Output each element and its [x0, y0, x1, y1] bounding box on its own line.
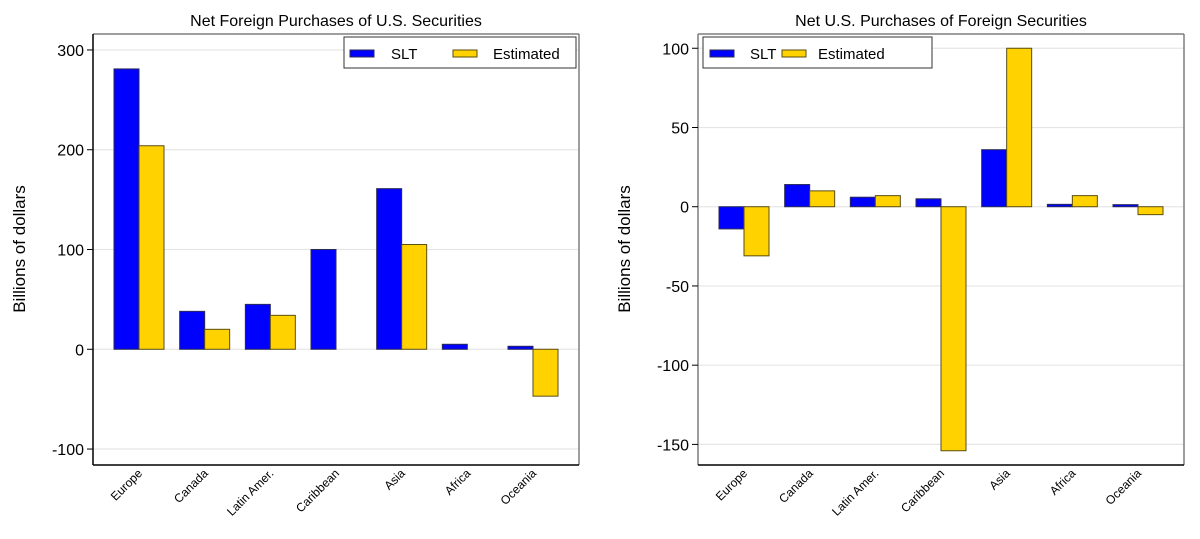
x-tick-label: Europe	[713, 466, 750, 503]
x-tick-label: Oceania	[498, 466, 540, 508]
x-tick-label: Canada	[171, 466, 211, 506]
chart-net-us-purchases: Net U.S. Purchases of Foreign Securities…	[615, 13, 1185, 519]
bar-estimated-europe	[743, 206, 770, 257]
x-tick-label: Caribbean	[898, 466, 947, 515]
bar-slt-caribbean	[310, 249, 337, 350]
bar-slt-oceania	[507, 345, 534, 350]
bar-estimated-latin-amer	[269, 314, 296, 350]
legend-box	[702, 36, 933, 69]
chart-net-foreign-purchases: Net Foreign Purchases of U.S. Securities…	[10, 13, 580, 519]
y-axis-title: Billions of dollars	[10, 185, 29, 313]
bar-slt-caribbean	[915, 198, 942, 208]
bar-slt-europe	[113, 68, 140, 350]
bar-slt-asia	[376, 188, 403, 350]
bar-slt-africa	[441, 343, 468, 350]
legend-label-estimated: Estimated	[493, 46, 560, 63]
legend-label-slt: SLT	[750, 46, 776, 63]
legend: SLT Estimated	[702, 36, 933, 69]
bars	[718, 47, 1164, 452]
legend: SLT Estimated	[343, 36, 577, 69]
y-tick-label: 300	[57, 43, 84, 60]
legend-swatch-estimated	[781, 49, 807, 58]
chart-title: Net U.S. Purchases of Foreign Securities	[795, 13, 1087, 30]
x-tick-label: Europe	[108, 466, 145, 503]
bar-estimated-oceania	[532, 348, 559, 397]
bar-estimated-asia	[1006, 47, 1033, 208]
x-tick-label: Latin Amer.	[829, 466, 881, 518]
bar-estimated-latin-amer	[874, 195, 901, 208]
bar-estimated-oceania	[1137, 206, 1164, 216]
bar-estimated-africa	[1071, 195, 1098, 208]
y-tick-label: -100	[657, 358, 689, 375]
bar-slt-oceania	[1112, 204, 1139, 208]
x-tick-label: Oceania	[1103, 466, 1145, 508]
bar-estimated-asia	[401, 244, 428, 350]
bars	[113, 68, 559, 397]
x-axis-ticks: Europe Canada Latin Amer. Caribbean Asia Afri…	[713, 466, 1144, 519]
bar-slt-canada	[179, 310, 206, 350]
bar-slt-asia	[981, 149, 1008, 208]
x-tick-label: Africa	[442, 466, 474, 498]
y-tick-label: 200	[57, 143, 84, 160]
bar-estimated-canada	[809, 190, 836, 208]
x-tick-label: Asia	[986, 466, 1013, 493]
x-tick-label: Canada	[776, 466, 816, 506]
x-axis-ticks: Europe Canada Latin Amer. Caribbean Asia Afri…	[108, 466, 539, 519]
bar-slt-latin-amer	[849, 196, 876, 208]
bar-slt-europe	[718, 206, 745, 230]
x-tick-label: Africa	[1047, 466, 1079, 498]
legend-swatch-estimated	[452, 49, 478, 58]
y-tick-label: 0	[680, 200, 689, 217]
y-tick-label: 0	[75, 342, 84, 359]
bar-estimated-canada	[204, 328, 231, 350]
y-tick-label: 100	[57, 243, 84, 260]
x-tick-label: Latin Amer.	[224, 466, 276, 518]
plot-frame	[92, 33, 580, 466]
y-tick-label: 50	[671, 120, 689, 137]
chart-title: Net Foreign Purchases of U.S. Securities	[190, 13, 482, 30]
bar-estimated-caribbean	[940, 206, 967, 452]
legend-label-estimated: Estimated	[818, 46, 885, 63]
y-tick-label: -150	[657, 437, 689, 454]
x-tick-label: Asia	[381, 466, 408, 493]
y-tick-label: -100	[52, 442, 84, 459]
bar-slt-africa	[1046, 203, 1073, 208]
plot-frame	[697, 33, 1185, 466]
bar-estimated-europe	[138, 145, 165, 350]
y-axis-ticks: 300 200 100 0 -100	[52, 43, 93, 459]
x-tick-label: Caribbean	[293, 466, 342, 515]
bar-slt-canada	[784, 184, 811, 208]
legend-swatch-slt	[349, 49, 375, 58]
bar-slt-latin-amer	[244, 303, 271, 350]
legend-swatch-slt	[709, 49, 735, 58]
y-axis-title: Billions of dollars	[615, 185, 634, 313]
legend-label-slt: SLT	[391, 46, 417, 63]
y-tick-label: 100	[662, 41, 689, 58]
y-tick-label: -50	[666, 279, 689, 296]
y-axis-ticks: 100 50 0 -50 -100 -150	[657, 41, 698, 454]
